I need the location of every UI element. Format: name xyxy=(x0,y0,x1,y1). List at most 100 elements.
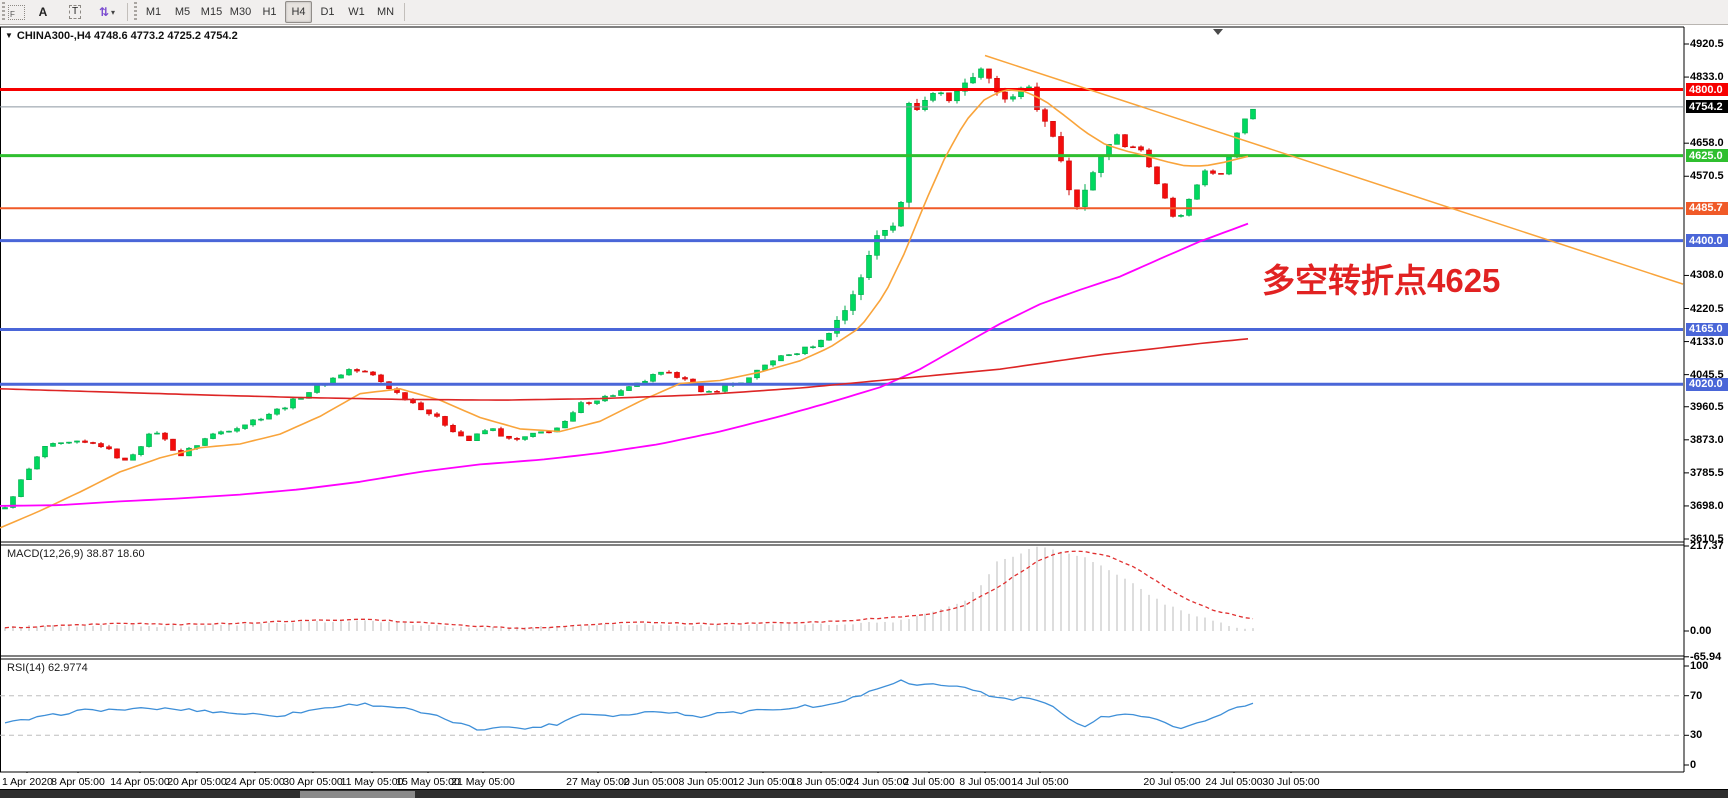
candle-body xyxy=(954,90,960,102)
timeframe-button-W1[interactable]: W1 xyxy=(348,6,365,18)
price-tick-label: 4570.5 xyxy=(1690,170,1724,183)
candle-body xyxy=(1162,183,1168,199)
candle-body xyxy=(242,424,248,429)
date-label: 12 Jun 05:00 xyxy=(732,776,794,788)
hline-price-tag: 4400.0 xyxy=(1686,234,1728,248)
candle-body xyxy=(490,428,496,431)
candle-body xyxy=(706,391,712,393)
timeframe-button-M15[interactable]: M15 xyxy=(200,6,223,18)
cycle-lines-tool-dropdown-icon[interactable]: ▾ xyxy=(111,7,116,17)
price-tick-label: 3785.5 xyxy=(1690,466,1724,479)
date-label: 21 May 05:00 xyxy=(451,776,515,788)
candle-body xyxy=(1002,91,1008,100)
price-tick-label: 4220.5 xyxy=(1690,302,1724,315)
candle-body xyxy=(426,409,432,415)
timeframe-button-D1[interactable]: D1 xyxy=(320,6,335,18)
date-label: 2 Jun 05:00 xyxy=(623,776,679,788)
candle-body xyxy=(874,235,880,256)
date-label: 30 Jul 05:00 xyxy=(1262,776,1320,788)
candle-body xyxy=(50,443,56,447)
candle-body xyxy=(474,433,480,441)
toolbar-separator xyxy=(127,3,128,21)
candle-body xyxy=(986,68,992,79)
rsi-indicator-label: RSI(14) 62.9774 xyxy=(7,662,88,674)
timeframe-button-M5[interactable]: M5 xyxy=(174,6,191,18)
candle-body xyxy=(626,386,632,391)
descending-trendline[interactable] xyxy=(984,54,1684,285)
candle-body xyxy=(714,391,720,393)
cycle-lines-tool-button[interactable]: ⇅ ▾ xyxy=(98,5,116,19)
candle-body xyxy=(546,431,552,434)
date-label: 15 May 05:00 xyxy=(396,776,460,788)
candle-body xyxy=(514,438,520,440)
macd-signal-line xyxy=(4,550,1254,630)
candle-body xyxy=(1242,118,1248,134)
candle-body xyxy=(74,440,80,443)
candle-body xyxy=(1098,155,1104,173)
price-tick-label: 4045.5 xyxy=(1690,368,1724,381)
hline-price-tag: 4020.0 xyxy=(1686,377,1728,391)
annotate-tool-button[interactable]: A xyxy=(38,5,48,19)
candle-body xyxy=(1138,146,1144,151)
candle-body xyxy=(666,371,672,374)
candle-body xyxy=(642,380,648,384)
candle-body xyxy=(290,398,296,409)
time-scale[interactable]: 1 Apr 2020 8 Apr 05:00 14 Apr 05:00 20 Apr … xyxy=(0,773,1728,788)
candle-body xyxy=(106,446,112,450)
candle-body xyxy=(26,468,32,481)
candle-body xyxy=(1146,149,1152,168)
candle-body xyxy=(578,402,584,413)
candle-body xyxy=(1186,198,1192,216)
candle-body xyxy=(538,431,544,434)
dock-icon[interactable]: F xyxy=(8,4,25,20)
h-scrollbar-thumb[interactable] xyxy=(300,791,415,798)
text-tool-button[interactable]: T xyxy=(60,1,90,24)
candle-body xyxy=(786,354,792,356)
h-scrollbar-track[interactable] xyxy=(0,789,1728,798)
candle-body xyxy=(346,369,352,376)
candle-body xyxy=(594,400,600,404)
ma-slow-red xyxy=(0,338,1249,401)
candle-body xyxy=(410,399,416,404)
timeframe-button-M1[interactable]: M1 xyxy=(145,6,162,18)
candle-body xyxy=(266,413,272,420)
candle-body xyxy=(842,310,848,321)
candle-body xyxy=(58,442,64,445)
candle-body xyxy=(130,454,136,461)
candle-body xyxy=(154,432,160,435)
timeframe-button-H4[interactable]: H4 xyxy=(285,1,312,23)
candle-body xyxy=(1202,170,1208,186)
timeframe-button-H1[interactable]: H1 xyxy=(262,6,277,18)
timeframe-button-MN[interactable]: MN xyxy=(376,6,395,18)
candle-body xyxy=(170,438,176,451)
date-label: 8 Apr 05:00 xyxy=(51,776,105,788)
candle-body xyxy=(458,431,464,437)
price-tick-label: 4308.0 xyxy=(1690,269,1724,282)
chart-shift-marker-icon[interactable] xyxy=(1213,29,1223,35)
candle-body xyxy=(234,428,240,432)
candle-body xyxy=(994,78,1000,93)
candle-body xyxy=(530,432,536,437)
candle-body xyxy=(202,438,208,446)
date-label: 2 Jul 05:00 xyxy=(903,776,955,788)
candle-body xyxy=(802,346,808,354)
toolbar-grip[interactable] xyxy=(2,2,5,22)
date-label: 11 May 05:00 xyxy=(340,776,404,788)
date-label: 8 Jul 05:00 xyxy=(959,776,1011,788)
candle-body xyxy=(2,507,8,510)
candle-body xyxy=(1082,189,1088,207)
candle-body xyxy=(1178,215,1184,217)
candle-body xyxy=(1194,184,1200,200)
timeframe-toolbar-grip[interactable] xyxy=(134,2,137,22)
candle-body xyxy=(138,446,144,455)
date-label: 24 Jun 05:00 xyxy=(847,776,909,788)
candle-body xyxy=(1210,170,1216,174)
symbol-dropdown-icon[interactable]: ▼ xyxy=(5,31,13,40)
date-label: 18 Jun 05:00 xyxy=(790,776,852,788)
timeframe-button-M30[interactable]: M30 xyxy=(229,6,252,18)
price-panel[interactable] xyxy=(0,67,1684,529)
date-label: 1 Apr 2020 xyxy=(2,776,53,788)
candle-body xyxy=(42,446,48,458)
